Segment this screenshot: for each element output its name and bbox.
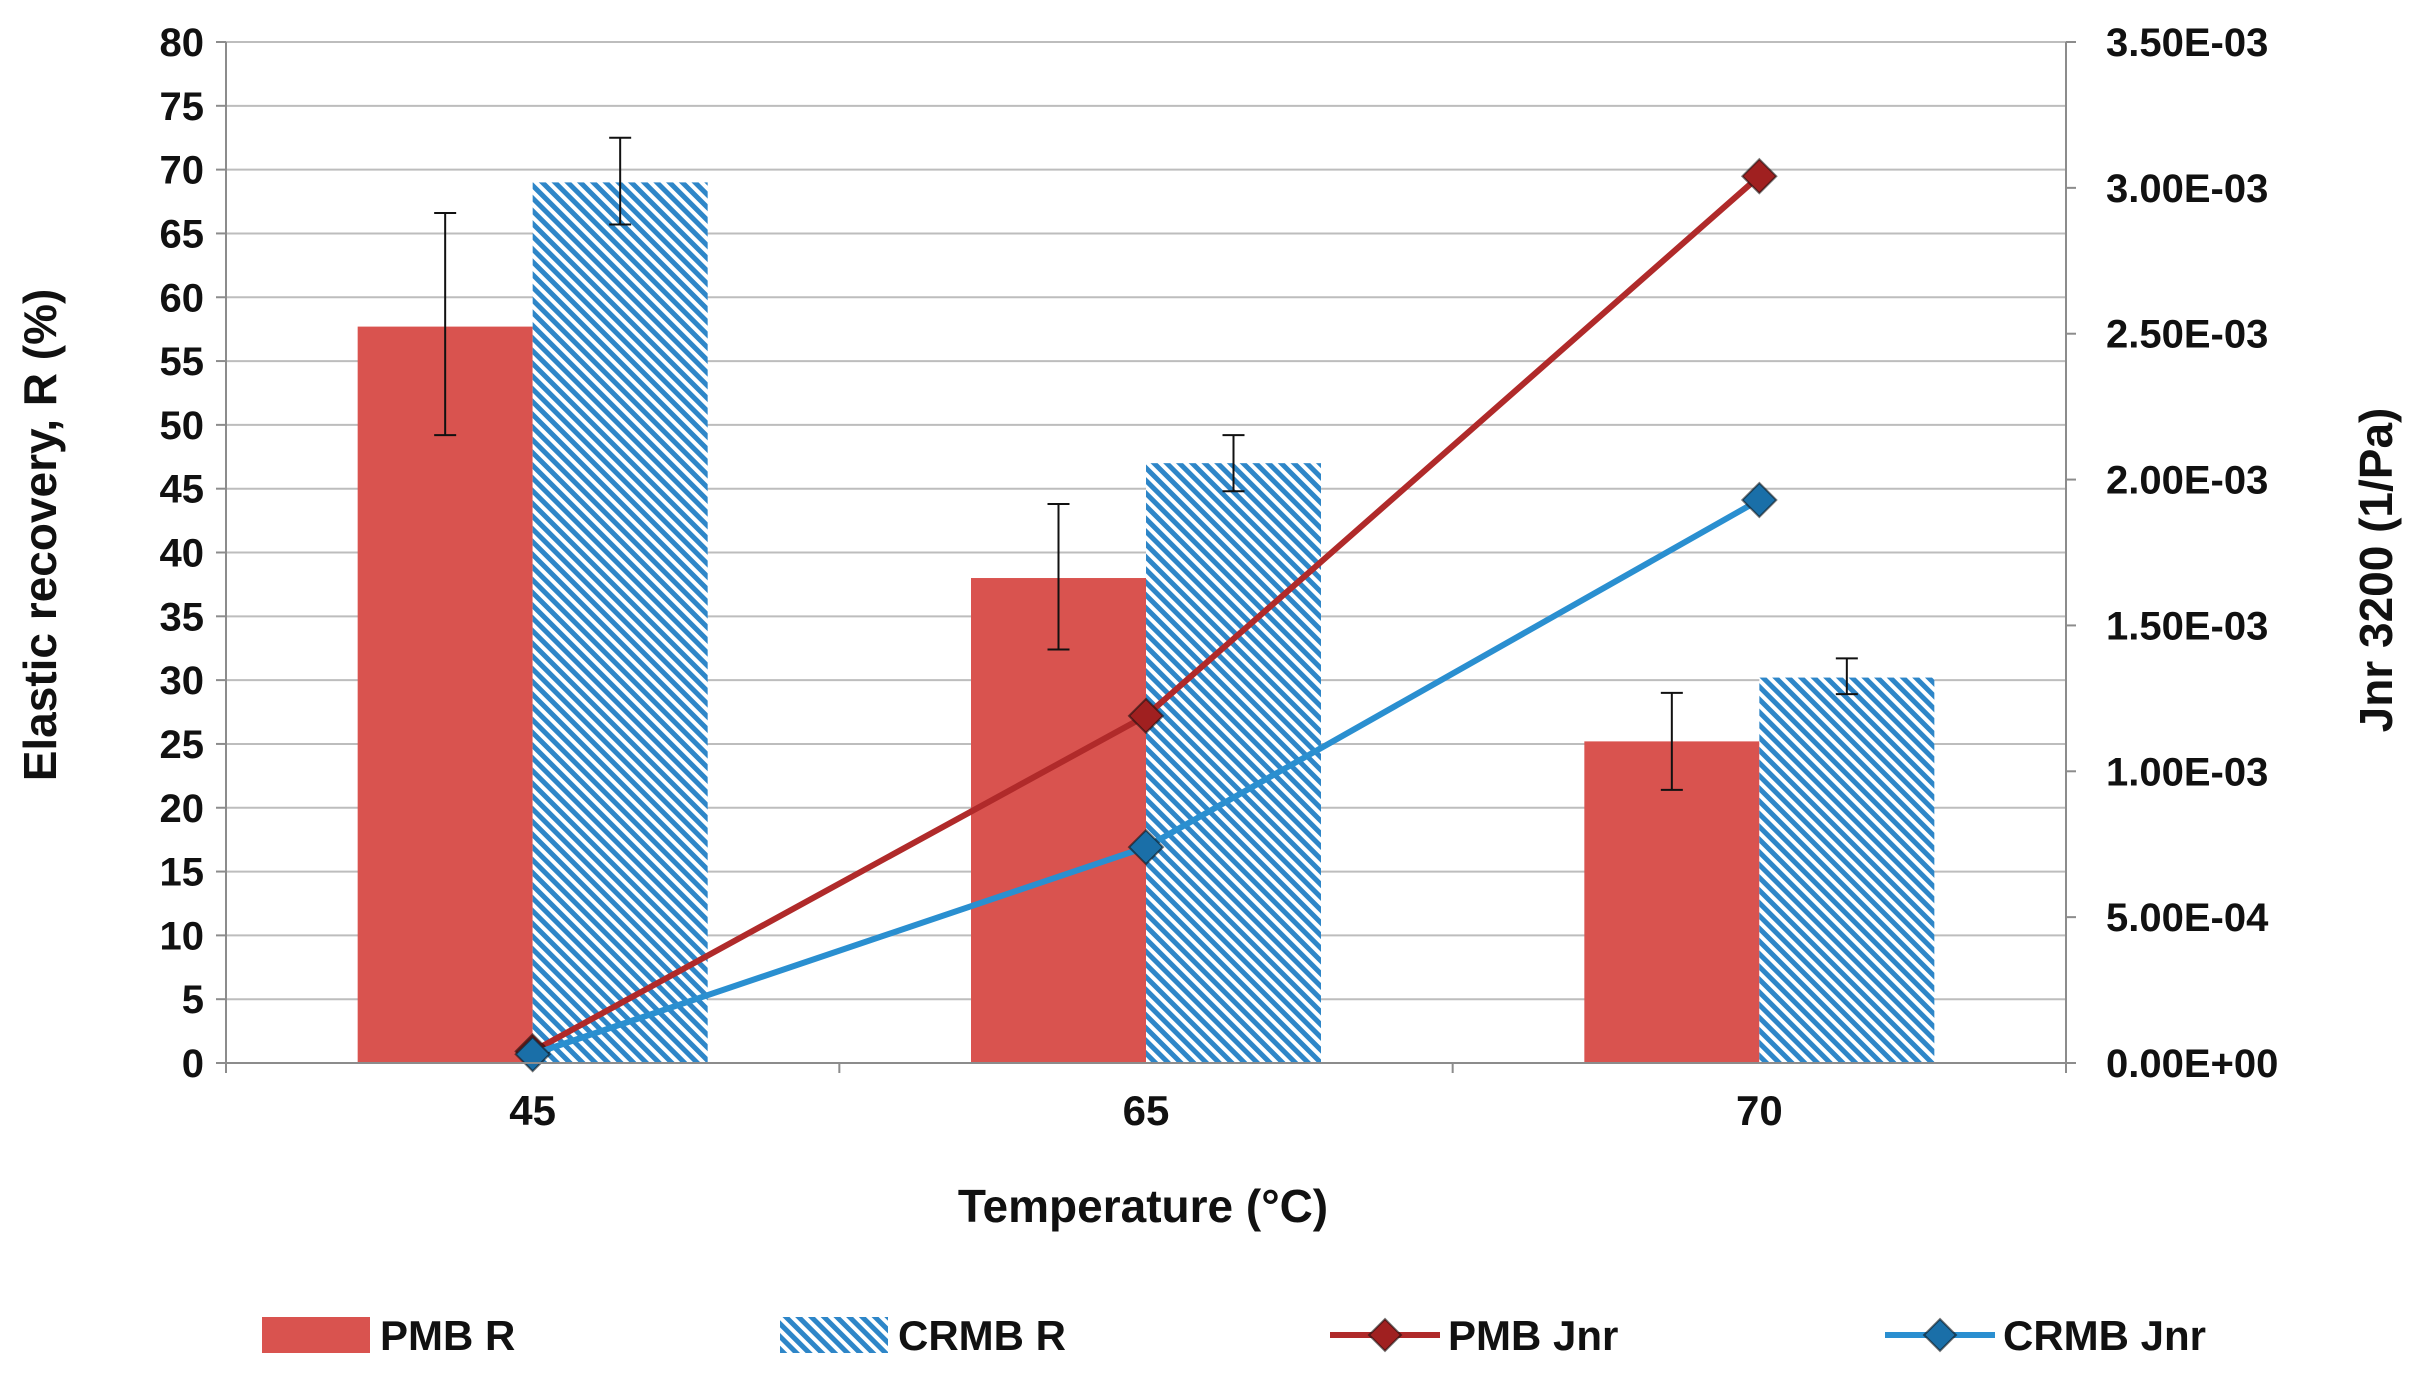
axes (216, 41, 2076, 1073)
y-right-tick-label: 0.00E+00 (2106, 1042, 2278, 1086)
y-left-tick-label: 60 (160, 276, 205, 320)
y-left-tick-label: 40 (160, 532, 205, 576)
legend-swatch-pmb-r (262, 1317, 370, 1353)
legend-label-crmb-jnr: CRMB Jnr (2003, 1312, 2206, 1359)
y-right-tick-label: 1.50E-03 (2106, 604, 2268, 648)
error-bars-group (434, 136, 1858, 791)
x-axis-title: Temperature (°C) (958, 1180, 1328, 1232)
y-left-tick-label: 55 (160, 340, 205, 384)
bar-pmb-r (357, 326, 533, 1063)
legend: PMB R CRMB R PMB Jnr CRMB Jnr (262, 1312, 2206, 1359)
y-left-tick-label: 80 (160, 21, 205, 65)
y-right-tick-label: 2.50E-03 (2106, 313, 2268, 357)
legend-marker-crmb-jnr (1922, 1317, 1958, 1353)
y-left-tick-label: 0 (182, 1042, 204, 1086)
y-left-tick-label: 30 (160, 659, 205, 703)
legend-label-pmb-r: PMB R (380, 1312, 515, 1359)
point-pmb-jnr (1127, 697, 1165, 735)
y-left-tick-label: 15 (160, 851, 205, 895)
legend-marker-pmb-jnr (1367, 1317, 1403, 1353)
y-left-tick-label: 45 (160, 468, 205, 512)
point-pmb-jnr (1740, 157, 1778, 195)
line-series-group (514, 157, 1778, 1073)
y-left-tick-label: 50 (160, 404, 205, 448)
y-axis-left-title: Elastic recovery, R (%) (14, 289, 66, 782)
y-right-tick-label: 3.00E-03 (2106, 167, 2268, 211)
point-crmb-jnr (1127, 828, 1165, 866)
y-left-tick-label: 25 (160, 723, 205, 767)
bar-series-group (357, 182, 1935, 1064)
x-tick-label: 65 (1123, 1087, 1170, 1134)
x-tick-label: 70 (1736, 1087, 1783, 1134)
y-left-tick-label: 10 (160, 914, 205, 958)
x-tick-label: 45 (509, 1087, 556, 1134)
y-left-tick-label: 35 (160, 595, 205, 639)
y-left-tick-label: 70 (160, 149, 205, 193)
point-crmb-jnr (1740, 481, 1778, 519)
y-right-tick-label: 2.00E-03 (2106, 459, 2268, 503)
y-left-tick-label: 5 (182, 978, 204, 1022)
bar-pmb-r (1584, 741, 1760, 1063)
y-right-tick-label: 3.50E-03 (2106, 21, 2268, 65)
bar-crmb-r (532, 182, 708, 1063)
y-right-tick-label: 5.00E-04 (2106, 896, 2269, 940)
legend-label-crmb-r: CRMB R (898, 1312, 1066, 1359)
y-left-tick-label: 75 (160, 85, 205, 129)
y-left-tick-label: 20 (160, 787, 205, 831)
y-left-tick-label: 65 (160, 212, 205, 256)
bar-crmb-r (1759, 677, 1935, 1063)
bar-pmb-r (971, 578, 1146, 1063)
y-right-tick-label: 1.00E-03 (2106, 750, 2268, 794)
y-axis-right-title: Jnr 3200 (1/Pa) (2350, 408, 2402, 733)
tick-labels: 0 5 10 15 20 25 30 35 40 45 50 55 60 65 70 75 80 0.00E+00… (160, 21, 2279, 1134)
legend-label-pmb-jnr: PMB Jnr (1448, 1312, 1618, 1359)
legend-swatch-crmb-r (780, 1317, 888, 1353)
